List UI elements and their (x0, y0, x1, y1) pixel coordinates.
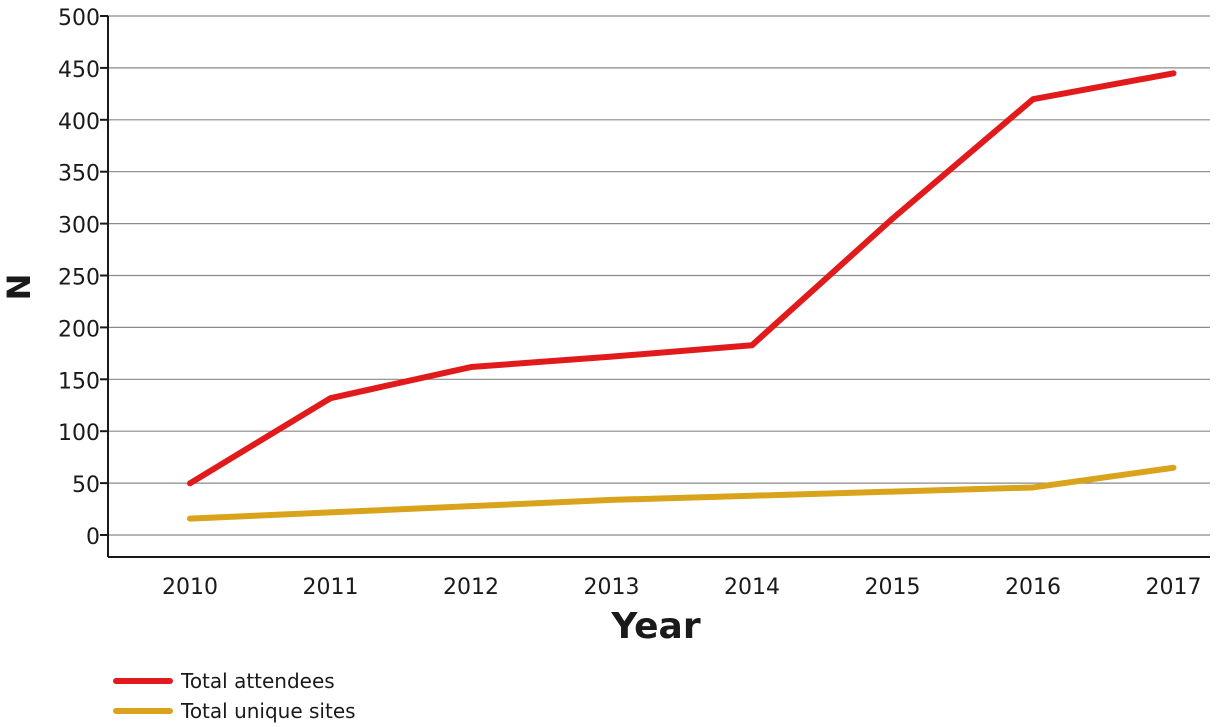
axes (107, 16, 1210, 558)
x-tick-label: 2011 (303, 575, 359, 600)
legend: Total attendees Total unique sites (113, 666, 356, 726)
y-tick-label: 500 (58, 6, 100, 31)
series-lines (187, 70, 1177, 522)
series-line-total-unique-sites (187, 464, 1177, 522)
x-tick-label: 2017 (1146, 575, 1202, 600)
x-tick-label: 2015 (865, 575, 921, 600)
x-axis-title: Year (610, 606, 700, 647)
y-tick-label: 300 (58, 214, 100, 239)
gridlines (108, 15, 1210, 536)
legend-item-total-attendees: Total attendees (113, 666, 356, 696)
x-tick-label: 2010 (162, 575, 218, 600)
legend-swatch-total-unique-sites (113, 708, 173, 714)
x-tick-label: 2016 (1005, 575, 1061, 600)
legend-item-total-unique-sites: Total unique sites (113, 696, 356, 726)
series-line-total-attendees (187, 70, 1177, 487)
x-tick-label: 2012 (443, 575, 499, 600)
x-tick-label: 2013 (584, 575, 640, 600)
y-axis-ticks: 0 50 100 150 200 250 300 350 400 450 500 (58, 6, 108, 550)
y-tick-label: 50 (72, 473, 100, 498)
y-tick-label: 200 (58, 317, 100, 342)
x-axis-ticks: 2010 2011 2012 2013 2014 2015 2016 2017 (162, 575, 1202, 600)
legend-swatch-total-attendees (113, 678, 173, 684)
x-tick-label: 2014 (724, 575, 780, 600)
y-tick-label: 0 (86, 525, 100, 550)
y-tick-label: 450 (58, 58, 100, 83)
y-tick-label: 150 (58, 369, 100, 394)
y-tick-label: 100 (58, 421, 100, 446)
y-tick-label: 250 (58, 266, 100, 291)
y-tick-label: 400 (58, 110, 100, 135)
y-axis-title: N (0, 274, 38, 301)
legend-label-total-attendees: Total attendees (181, 669, 335, 693)
y-tick-label: 350 (58, 162, 100, 187)
legend-label-total-unique-sites: Total unique sites (181, 699, 356, 723)
